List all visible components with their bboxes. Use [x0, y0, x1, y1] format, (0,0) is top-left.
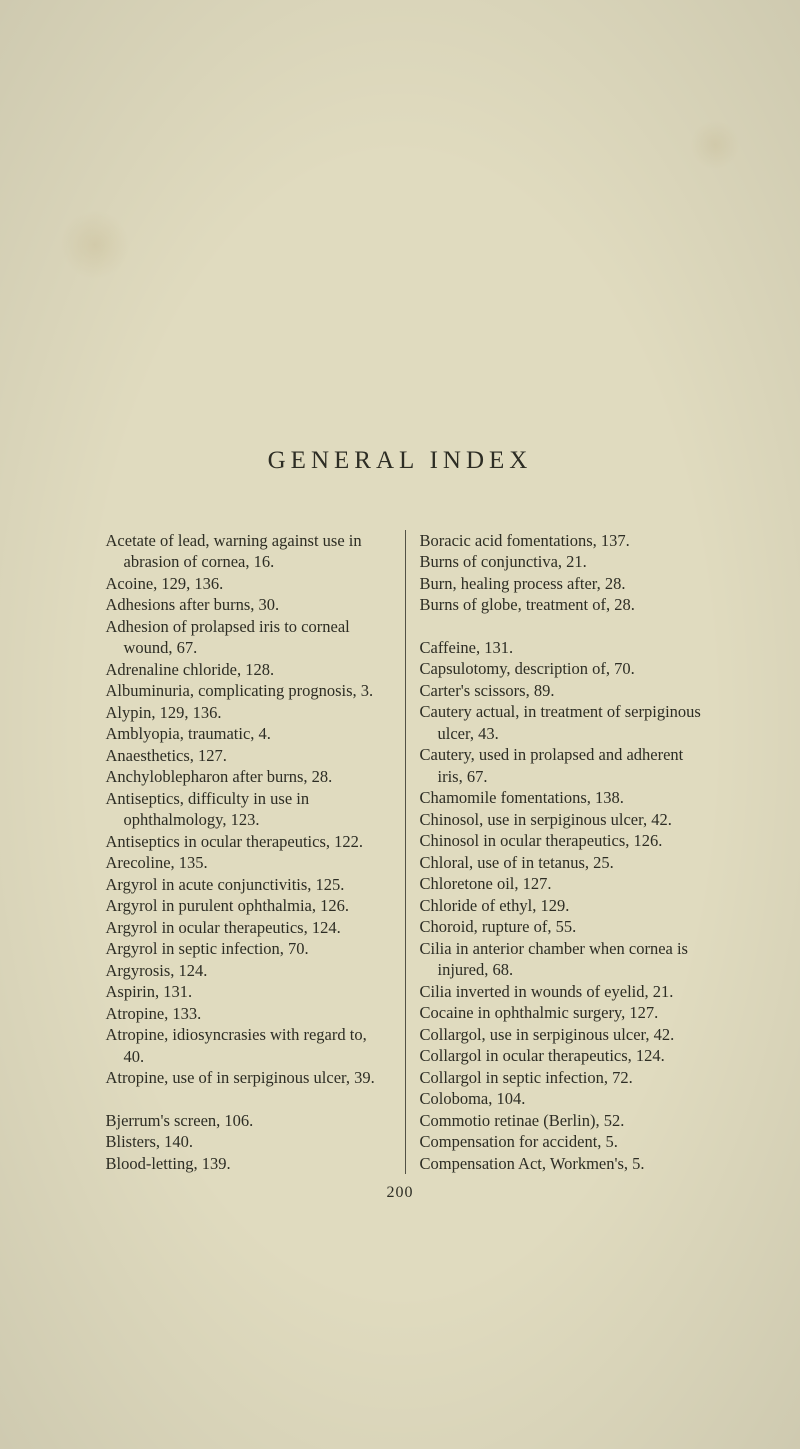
index-entry: Chamomile fomentations, 138.: [420, 787, 705, 809]
index-entry: Collargol in ocular therapeutics, 124.: [420, 1045, 705, 1067]
index-column-right: Boracic acid fomentations, 137.Burns of …: [406, 530, 705, 1175]
index-entry: Aspirin, 131.: [106, 981, 391, 1003]
index-entry: Anchyloblepharon after burns, 28.: [106, 766, 391, 788]
index-group-gap: [106, 1089, 391, 1110]
index-entry: Alypin, 129, 136.: [106, 702, 391, 724]
index-entry: Compensation Act, Workmen's, 5.: [420, 1153, 705, 1175]
index-entry: Chloral, use of in tetanus, 25.: [420, 852, 705, 874]
index-entry: Cautery actual, in treatment of serpigin…: [420, 701, 705, 744]
index-entry: Cilia in anterior chamber when cornea is…: [420, 938, 705, 981]
index-entry: Capsulotomy, description of, 70.: [420, 658, 705, 680]
index-entry: Carter's scissors, 89.: [420, 680, 705, 702]
index-entry: Boracic acid fomentations, 137.: [420, 530, 705, 552]
page-stain: [60, 210, 130, 280]
index-entry: Atropine, idiosyncrasies with regard to,…: [106, 1024, 391, 1067]
page-stain: [690, 120, 740, 170]
index-entry: Atropine, use of in serpiginous ulcer, 3…: [106, 1067, 391, 1089]
page-title: GENERAL INDEX: [0, 447, 800, 475]
index-entry: Argyrol in acute conjunctivitis, 125.: [106, 874, 391, 896]
index-entry: Argyrol in septic infection, 70.: [106, 938, 391, 960]
index-entry: Antiseptics in ocular therapeutics, 122.: [106, 831, 391, 853]
index-entry: Burns of globe, treatment of, 28.: [420, 594, 705, 616]
index-entry: Blood-letting, 139.: [106, 1153, 391, 1175]
index-entry: Commotio retinae (Berlin), 52.: [420, 1110, 705, 1132]
index-entry: Argyrosis, 124.: [106, 960, 391, 982]
column-divider: [405, 530, 406, 1175]
index-entry: Acetate of lead, warning against use in …: [106, 530, 391, 573]
index-entry: Choroid, rupture of, 55.: [420, 916, 705, 938]
index-entry: Adhesion of prolapsed iris to corneal wo…: [106, 616, 391, 659]
document-page: GENERAL INDEX Acetate of lead, warning a…: [0, 0, 800, 1449]
index-entry: Caffeine, 131.: [420, 637, 705, 659]
index-entry: Collargol in septic infection, 72.: [420, 1067, 705, 1089]
index-column-left: Acetate of lead, warning against use in …: [106, 530, 405, 1175]
index-entry: Chloride of ethyl, 129.: [420, 895, 705, 917]
index-entry: Burn, healing process after, 28.: [420, 573, 705, 595]
index-entry: Argyrol in purulent ophthalmia, 126.: [106, 895, 391, 917]
index-entry: Compensation for accident, 5.: [420, 1131, 705, 1153]
index-entry: Argyrol in ocular therapeutics, 124.: [106, 917, 391, 939]
index-entry: Coloboma, 104.: [420, 1088, 705, 1110]
index-entry: Chinosol, use in serpiginous ulcer, 42.: [420, 809, 705, 831]
index-entry: Chloretone oil, 127.: [420, 873, 705, 895]
index-entry: Cautery, used in prolapsed and adherent …: [420, 744, 705, 787]
index-entry: Adrenaline chloride, 128.: [106, 659, 391, 681]
index-entry: Antiseptics, difficulty in use in ophtha…: [106, 788, 391, 831]
index-entry: Cocaine in ophthalmic surgery, 127.: [420, 1002, 705, 1024]
index-entry: Anaesthetics, 127.: [106, 745, 391, 767]
index-entry: Acoine, 129, 136.: [106, 573, 391, 595]
index-entry: Arecoline, 135.: [106, 852, 391, 874]
index-entry: Collargol, use in serpiginous ulcer, 42.: [420, 1024, 705, 1046]
index-entry: Amblyopia, traumatic, 4.: [106, 723, 391, 745]
index-entry: Chinosol in ocular therapeutics, 126.: [420, 830, 705, 852]
index-entry: Bjerrum's screen, 106.: [106, 1110, 391, 1132]
index-entry: Albuminuria, complicating prognosis, 3.: [106, 680, 391, 702]
index-entry: Cilia inverted in wounds of eyelid, 21.: [420, 981, 705, 1003]
index-group-gap: [420, 616, 705, 637]
page-number: 200: [0, 1184, 800, 1202]
index-entry: Burns of conjunctiva, 21.: [420, 551, 705, 573]
index-entry: Adhesions after burns, 30.: [106, 594, 391, 616]
index-entry: Atropine, 133.: [106, 1003, 391, 1025]
index-columns: Acetate of lead, warning against use in …: [0, 530, 800, 1175]
index-entry: Blisters, 140.: [106, 1131, 391, 1153]
